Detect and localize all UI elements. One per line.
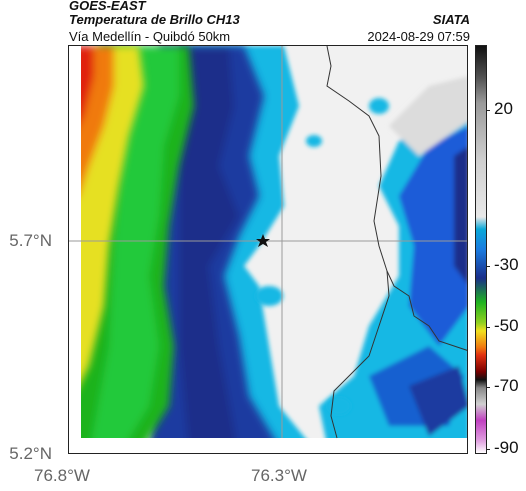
lat-tick-label: 5.7°N <box>9 231 52 250</box>
colorbar-tick-mark <box>486 266 490 267</box>
point-of-interest-star-icon <box>256 234 270 247</box>
colorbar-tick-mark <box>486 449 490 450</box>
satellite-title: GOES-EAST <box>69 0 146 13</box>
colorbar-tick-label: -30 <box>494 255 519 274</box>
brightness-temperature-field <box>69 46 467 453</box>
colorbar-tick-mark <box>486 327 490 328</box>
colorbar-tick-label: -90 <box>494 438 519 457</box>
colorbar-tick-mark <box>486 110 490 111</box>
colorbar-tick-label: -70 <box>494 376 519 395</box>
colorbar <box>475 45 487 454</box>
lon-tick-label: 76.8°W <box>34 466 90 485</box>
route-subtitle: Vía Medellín - Quibdó 50km <box>69 29 231 44</box>
colorbar-tick-label: -50 <box>494 316 519 335</box>
organization-label: SIATA <box>432 12 470 27</box>
lat-tick-label: 5.2°N <box>9 444 52 463</box>
colorbar-tick-label: 20 <box>494 99 513 118</box>
colorbar-tick-mark <box>486 387 490 388</box>
timestamp-label: 2024-08-29 07:59 <box>367 29 470 44</box>
satellite-map[interactable] <box>68 45 468 454</box>
department-border-south <box>330 270 390 439</box>
department-border <box>326 46 467 351</box>
lon-tick-label: 76.3°W <box>251 466 307 485</box>
product-title: Temperatura de Brillo CH13 <box>69 12 240 27</box>
